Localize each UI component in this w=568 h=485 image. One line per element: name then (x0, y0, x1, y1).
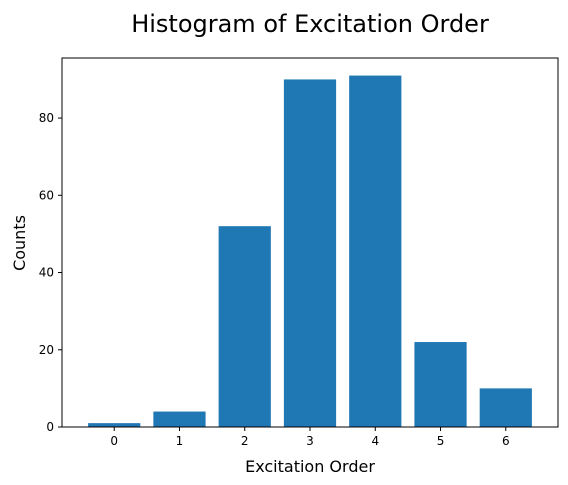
bar-0 (88, 423, 141, 427)
bar-1 (153, 411, 206, 427)
y-tick-label: 60 (39, 188, 54, 202)
x-tick-label: 5 (437, 434, 445, 448)
bar-4 (349, 75, 402, 428)
bar-3 (283, 79, 337, 427)
x-tick-label: 1 (176, 434, 184, 448)
bar-5 (414, 342, 467, 427)
bar-group (88, 75, 532, 428)
x-tick-label: 3 (306, 434, 314, 448)
y-tick-label: 0 (46, 420, 54, 434)
bar-6 (479, 388, 532, 427)
chart-title: Histogram of Excitation Order (131, 10, 489, 38)
y-axis-ticks: 0 20 40 60 80 (39, 111, 62, 434)
y-tick-label: 20 (39, 343, 54, 357)
y-tick-label: 80 (39, 111, 54, 125)
x-tick-label: 2 (241, 434, 249, 448)
x-tick-label: 6 (502, 434, 510, 448)
y-tick-label: 40 (39, 266, 54, 280)
x-tick-label: 4 (371, 434, 379, 448)
x-axis-label: Excitation Order (245, 457, 375, 476)
y-axis-label: Counts (10, 215, 29, 271)
bar-2 (218, 226, 271, 427)
x-axis-ticks: 0 1 2 3 4 5 6 (110, 427, 510, 448)
x-tick-label: 0 (110, 434, 118, 448)
